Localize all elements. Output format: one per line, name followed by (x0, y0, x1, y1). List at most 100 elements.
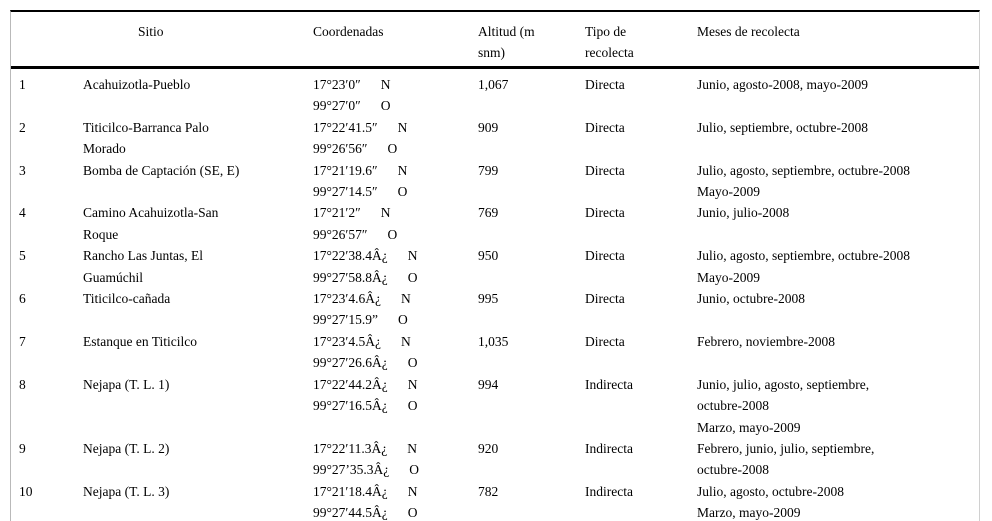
coordinate-value: 99°26′56″ (313, 141, 368, 157)
coordinate-direction: N (407, 440, 417, 456)
site-number: 5 (19, 248, 26, 264)
site-coordinates: 17°22′11.3Â¿ N 99°27’35.3Â¿ O (313, 438, 478, 481)
site-number: 3 (19, 162, 26, 178)
table-row: 3 Bomba de Captación (SE, E) 17°21′19.6″… (11, 160, 979, 203)
coordinate-direction: O (387, 226, 398, 242)
site-name-line: Bomba de Captación (SE, E) (83, 162, 240, 178)
site-number: 4 (19, 205, 26, 221)
site-coordinates: 17°21′2″ N 99°26′57″ O (313, 202, 478, 245)
col-header-coordenadas: Coordenadas (313, 24, 384, 39)
coordinate-line: 99°27′58.8Â¿ O (313, 267, 478, 288)
site-number: 2 (19, 119, 26, 135)
coordinate-value: 17°23′4.5Â¿ (313, 333, 381, 349)
site-altitude: 769 (478, 205, 499, 221)
coordinate-value: 17°21′19.6″ (313, 162, 378, 178)
months-line: Junio, julio-2008 (697, 205, 790, 221)
collection-type: Indirecta (585, 440, 633, 456)
collection-type: Directa (585, 162, 625, 178)
site-number: 9 (19, 440, 26, 456)
site-coordinates: 17°23′4.6Â¿ N 99°27′15.9” O (313, 288, 478, 331)
coordinate-direction: N (380, 77, 391, 92)
collection-type: Indirecta (585, 483, 633, 499)
site-coordinates: 17°21′19.6″ N 99°27′14.5″ O (313, 160, 478, 203)
site-name-line: Estanque en Titicilco (83, 333, 197, 349)
months-line: Julio, agosto, septiembre, octubre-2008 (697, 162, 910, 178)
site-name: Acahuizotla-Pueblo (83, 74, 313, 117)
site-name-line: Guamúchil (83, 269, 143, 285)
collection-months: Julio, septiembre, octubre-2008 (697, 117, 979, 160)
coordinate-line: 17°21′2″ N (313, 202, 478, 223)
site-number: 7 (19, 333, 26, 349)
coordinate-direction: O (407, 269, 418, 285)
coordinate-value: 99°27′44.5Â¿ (313, 505, 388, 521)
collection-months: Junio, julio, agosto, septiembre, octubre… (697, 374, 979, 438)
coordinate-direction: O (407, 398, 418, 414)
site-name-line: Camino Acahuizotla-San (83, 205, 219, 221)
coordinate-direction: O (397, 312, 408, 328)
months-line: Febrero, junio, julio, septiembre, (697, 440, 875, 456)
collection-type: Directa (585, 77, 625, 92)
site-name: Nejapa (T. L. 2) (83, 438, 313, 481)
coordinate-value: 17°22′41.5″ (313, 119, 378, 135)
coordinate-direction: N (400, 333, 411, 349)
coordinate-line: 99°27′14.5″ O (313, 181, 478, 202)
months-line: octubre-2008 (697, 398, 769, 414)
coordinate-line: 17°22′11.3Â¿ N (313, 438, 478, 459)
coordinate-line: 17°21′18.4Â¿ N (313, 481, 478, 502)
coordinate-line: 17°22′38.4Â¿ N (313, 245, 478, 266)
site-number: 6 (19, 291, 26, 307)
site-name: Nejapa (T. L. 1) (83, 374, 313, 438)
table-body: 1 Acahuizotla-Pueblo 17°23′0″ N 99°27′0″ O … (11, 69, 979, 521)
coordinate-line: 17°23′0″ N (313, 74, 478, 95)
coordinate-value: 17°23′0″ (313, 77, 361, 92)
coordinate-direction: O (409, 462, 420, 478)
site-altitude: 1,035 (478, 333, 509, 349)
site-coordinates: 17°23′4.5Â¿ N 99°27′26.6Â¿ O (313, 331, 478, 374)
coordinate-value: 99°27′58.8Â¿ (313, 269, 388, 285)
coordinate-line: 99°27′0″ O (313, 95, 478, 116)
collection-months: Junio, octubre-2008 (697, 288, 979, 331)
collection-type: Directa (585, 291, 625, 307)
coordinate-line: 99°27′44.5Â¿ O (313, 502, 478, 521)
coordinate-line: 99°27′15.9” O (313, 309, 478, 330)
coordinate-line: 99°26′57″ O (313, 224, 478, 245)
site-name: Titicilco-Barranca Palo Morado (83, 117, 313, 160)
site-coordinates: 17°22′41.5″ N 99°26′56″ O (313, 117, 478, 160)
coordinate-value: 99°27′15.9” (313, 312, 378, 328)
months-line: Junio, agosto-2008, mayo-2009 (697, 77, 868, 92)
coordinate-line: 99°27′26.6Â¿ O (313, 352, 478, 373)
site-name-line: Nejapa (T. L. 1) (83, 376, 170, 392)
coordinate-value: 99°27′14.5″ (313, 184, 378, 200)
site-name-line: Titicilco-cañada (83, 291, 171, 307)
site-name-line: Morado (83, 141, 126, 157)
coordinate-value: 99°27′16.5Â¿ (313, 398, 388, 414)
site-name-line: Nejapa (T. L. 2) (83, 440, 170, 456)
coordinate-value: 17°21′18.4Â¿ (313, 483, 388, 499)
coordinate-value: 17°23′4.6Â¿ (313, 291, 381, 307)
coordinate-direction: O (407, 355, 418, 371)
site-altitude: 950 (478, 248, 499, 264)
coordinate-direction: O (387, 141, 398, 157)
site-coordinates: 17°21′18.4Â¿ N 99°27′44.5Â¿ O (313, 481, 478, 521)
col-header-altitud: Altitud (m snm) (478, 24, 535, 60)
coordinate-direction: N (400, 291, 411, 307)
collection-months: Junio, agosto-2008, mayo-2009 (697, 74, 979, 117)
site-name: Bomba de Captación (SE, E) (83, 160, 313, 203)
collection-months: Julio, agosto, septiembre, octubre-2008 M… (697, 245, 979, 288)
coordinate-value: 17°22′11.3Â¿ (313, 440, 388, 456)
table-row: 5 Rancho Las Juntas, El Guamúchil 17°22′3… (11, 245, 979, 288)
site-altitude: 995 (478, 291, 499, 307)
months-line: Mayo-2009 (697, 269, 760, 285)
site-name-line: Titicilco-Barranca Palo (83, 119, 209, 135)
site-name-line: Nejapa (T. L. 3) (83, 483, 170, 499)
coordinate-line: 17°21′19.6″ N (313, 160, 478, 181)
coordinate-direction: N (397, 162, 408, 178)
months-line: Febrero, noviembre-2008 (697, 333, 835, 349)
coordinate-line: 99°27′16.5Â¿ O (313, 395, 478, 416)
col-header-number (11, 21, 83, 63)
collection-months: Junio, julio-2008 (697, 202, 979, 245)
table-row: 2 Titicilco-Barranca Palo Morado 17°22′41… (11, 117, 979, 160)
collection-type: Directa (585, 205, 625, 221)
coordinate-line: 99°27’35.3Â¿ O (313, 459, 478, 480)
collection-months: Febrero, noviembre-2008 (697, 331, 979, 374)
